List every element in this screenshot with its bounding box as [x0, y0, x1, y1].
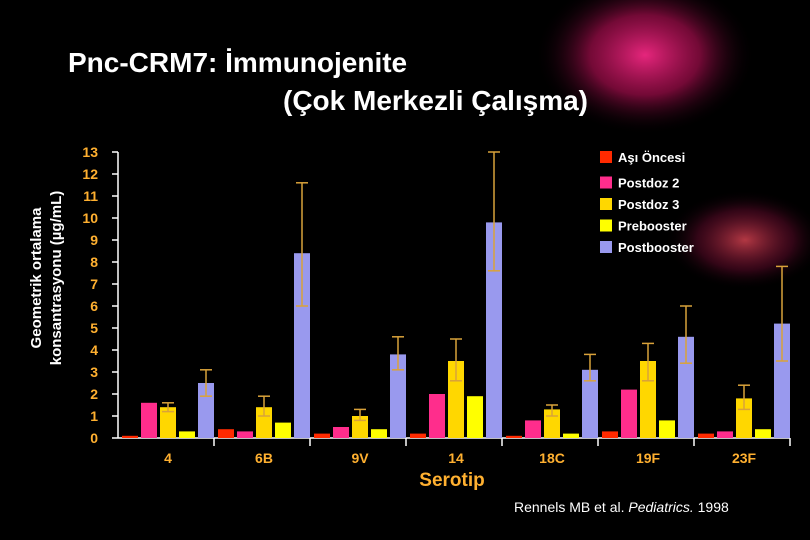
bar [736, 398, 752, 438]
y-tick-label: 12 [82, 166, 98, 182]
chart-error-bars [162, 151, 788, 422]
bar [256, 407, 272, 438]
bar [314, 433, 330, 438]
y-tick-label: 11 [83, 188, 98, 204]
bar [525, 420, 541, 438]
bar [659, 420, 675, 438]
citation-year: 1998 [694, 499, 729, 515]
bar [160, 407, 176, 438]
bar [237, 431, 253, 438]
y-tick-label: 2 [90, 386, 98, 402]
bar [352, 416, 368, 438]
bar [333, 427, 349, 438]
bar [294, 253, 310, 438]
x-tick-label: 19F [636, 450, 661, 466]
bar [678, 336, 694, 438]
y-tick-label: 9 [90, 232, 98, 248]
legend-swatch [600, 198, 612, 210]
bar [122, 435, 138, 438]
legend-swatch [600, 219, 612, 232]
bar [390, 354, 406, 438]
legend-swatch [600, 241, 612, 253]
y-tick-label: 7 [90, 276, 98, 292]
y-tick-label: 5 [90, 320, 98, 336]
bar [141, 402, 157, 438]
legend-swatch [600, 151, 612, 163]
legend-label: Postdoz 3 [618, 197, 679, 212]
bar [506, 435, 522, 438]
bar [582, 369, 598, 438]
y-tick-label: 8 [90, 254, 98, 270]
bar [179, 431, 195, 438]
y-tick-label: 1 [90, 408, 98, 424]
legend-label: Postdoz 2 [618, 176, 679, 191]
y-axis-title-line2: konsantrasyonu (µg/mL) [48, 191, 65, 366]
legend-swatch [600, 176, 612, 189]
legend-label: Prebooster [618, 219, 687, 234]
citation: Rennels MB et al. Pediatrics. 1998 [514, 499, 729, 515]
decorative-orb-large [535, 0, 755, 135]
y-tick-label: 4 [90, 342, 98, 358]
bar [486, 222, 502, 438]
slide-title-line1: Pnc-CRM7: İmmunojenite [68, 47, 407, 78]
x-tick-label: 9V [351, 450, 369, 466]
legend-label: Postbooster [618, 240, 694, 255]
x-tick-label: 14 [448, 450, 464, 466]
bar [774, 323, 790, 438]
slide-title-line2: (Çok Merkezli Çalışma) [283, 85, 588, 116]
y-axis-title: Geometrik ortalama konsantrasyonu (µg/mL… [28, 191, 65, 366]
bar [621, 389, 637, 438]
chart-bars [122, 222, 790, 438]
bar [410, 433, 426, 438]
decorative-orbs [535, 0, 810, 290]
bar [563, 433, 579, 438]
x-tick-label: 4 [164, 450, 172, 466]
y-tick-label: 10 [82, 210, 98, 226]
bar [467, 396, 483, 438]
x-tick-label: 18C [539, 450, 565, 466]
y-tick-label: 6 [90, 298, 98, 314]
y-axis-title-line1: Geometrik ortalama [28, 207, 45, 349]
bar [717, 431, 733, 438]
bar [602, 431, 618, 438]
bar [698, 433, 714, 438]
chart-legend: Aşı Öncesi Postdoz 2 Postdoz 3 Prebooster Po… [600, 150, 694, 255]
bar [429, 394, 445, 438]
x-tick-label: 23F [732, 450, 757, 466]
x-tick-label: 6B [255, 450, 273, 466]
bar [371, 429, 387, 438]
citation-journal: Pediatrics. [628, 499, 693, 515]
bar [218, 429, 234, 438]
y-tick-label: 13 [82, 144, 98, 160]
y-tick-label: 0 [90, 430, 98, 446]
x-axis-title: Serotip [419, 470, 484, 491]
bar [275, 422, 291, 438]
legend-label: Aşı Öncesi [618, 150, 685, 165]
decorative-orb-small [665, 190, 810, 290]
y-tick-label: 3 [90, 364, 98, 380]
bar [755, 429, 771, 438]
citation-authors: Rennels MB et al. [514, 499, 628, 515]
